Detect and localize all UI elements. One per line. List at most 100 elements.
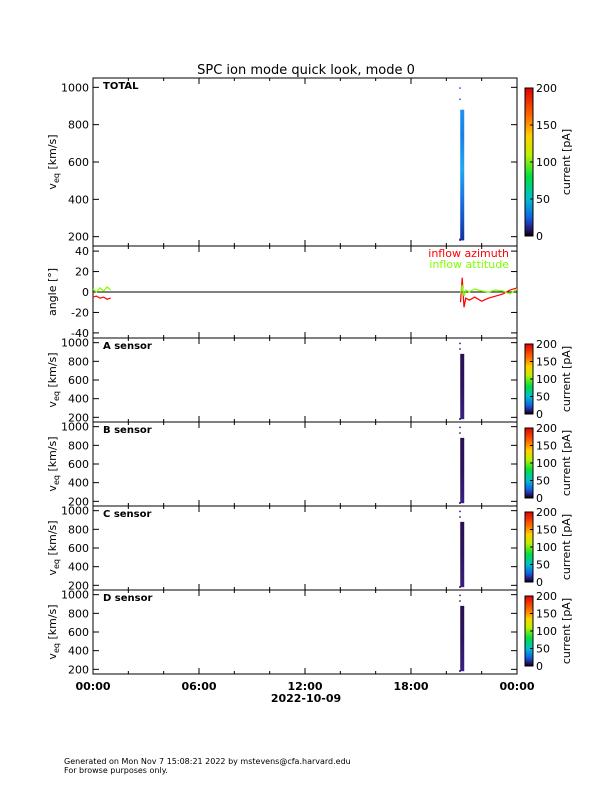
panel-frame-total	[92, 77, 518, 247]
colorbar-label: current [pA]	[560, 430, 573, 496]
ytick-label: 800	[68, 355, 89, 368]
panel-label-d-sensor: D sensor	[103, 593, 152, 604]
heatmap-column	[460, 109, 465, 241]
y-axis-label-total: veq [km/s]	[46, 134, 61, 189]
heatmap-column	[460, 521, 465, 588]
heatmap-pixel	[459, 342, 461, 345]
panel-label-b-sensor: B sensor	[103, 425, 152, 436]
legend-attitude: inflow attitude	[429, 258, 509, 271]
series-line-inflow-attitude	[459, 284, 518, 297]
colorbar-tick-label: 50	[536, 643, 550, 656]
heatmap-column	[460, 605, 465, 672]
colorbar-tick-label: 150	[536, 440, 557, 453]
panel-frame-a-sensor	[92, 337, 518, 423]
ytick-label: 800	[68, 607, 89, 620]
panel-frame-d-sensor	[92, 589, 518, 675]
ytick-label: 600	[68, 374, 89, 387]
footer-browse: For browse purposes only.	[64, 766, 168, 775]
heatmap-pixel	[459, 600, 461, 602]
ytick-label: -20	[71, 306, 89, 319]
colorbar-tick-label: 50	[536, 475, 550, 488]
x-tick-label: 12:00	[287, 680, 322, 693]
heatmap-pixel	[459, 87, 461, 89]
ytick-label: 20	[75, 266, 89, 279]
heatmap-pixel	[459, 670, 461, 672]
heatmap-pixel	[459, 348, 461, 350]
series-line-inflow-azimuth	[92, 295, 111, 300]
footer-generated: Generated on Mon Nov 7 15:08:21 2022 by …	[64, 757, 351, 766]
ytick-label: 600	[68, 626, 89, 639]
ytick-label: 200	[68, 411, 89, 424]
heatmap-pixel	[459, 502, 461, 504]
ytick-label: 200	[68, 495, 89, 508]
heatmap-column	[460, 437, 465, 504]
y-axis-label-angle: angle [°]	[46, 268, 59, 316]
x-tick-label: 00:00	[499, 680, 534, 693]
heatmap-pixel	[459, 594, 461, 597]
ytick-label: -40	[71, 327, 89, 340]
colorbar-tick-label: 150	[536, 608, 557, 621]
panel-label-c-sensor: C sensor	[103, 509, 151, 520]
ytick-label: 400	[68, 477, 89, 490]
ytick-label: 200	[68, 231, 89, 244]
ytick-label: 1000	[61, 421, 89, 434]
colorbar-tick-label: 100	[536, 457, 557, 470]
colorbar-tick-label: 150	[536, 356, 557, 369]
ytick-label: 600	[68, 156, 89, 169]
colorbar-tick-label: 0	[536, 660, 543, 673]
ytick-label: 800	[68, 523, 89, 536]
ytick-label: 1000	[61, 337, 89, 350]
heatmap-pixel	[459, 516, 461, 518]
y-axis-label-c-sensor: veq [km/s]	[46, 520, 61, 575]
ytick-label: 400	[68, 193, 89, 206]
ytick-label: 0	[82, 286, 89, 299]
heatmap-pixel	[459, 510, 461, 513]
colorbar-tick-label: 200	[536, 338, 557, 351]
panel-label-a-sensor: A sensor	[103, 341, 152, 352]
colorbar-tick-label: 100	[536, 541, 557, 554]
panel-label-total: TOTAL	[103, 81, 139, 92]
colorbar-tick-label: 200	[536, 422, 557, 435]
chart-title: SPC ion mode quick look, mode 0	[197, 63, 415, 78]
colorbar-tick-label: 0	[536, 492, 543, 505]
ytick-label: 1000	[61, 589, 89, 602]
colorbar-tick-label: 50	[536, 193, 550, 206]
heatmap-pixel	[459, 98, 461, 101]
colorbar-tick-label: 0	[536, 230, 543, 243]
panel-frame-b-sensor	[92, 421, 518, 507]
legend-azimuth: inflow azimuth	[428, 247, 509, 260]
colorbar-tick-label: 100	[536, 156, 557, 169]
ytick-label: 200	[68, 579, 89, 592]
colorbar-tick-label: 150	[536, 119, 557, 132]
ytick-label: 400	[68, 645, 89, 658]
ytick-label: 800	[68, 439, 89, 452]
ytick-label: 200	[68, 663, 89, 676]
heatmap-pixel	[459, 239, 461, 241]
heatmap-pixel	[459, 238, 461, 241]
colorbar-label: current [pA]	[560, 129, 573, 195]
colorbar-tick-label: 100	[536, 373, 557, 386]
series-line-inflow-attitude	[92, 286, 112, 293]
ytick-label: 600	[68, 542, 89, 555]
x-axis-date: 2022-10-09	[271, 692, 341, 705]
colorbar-tick-label: 200	[536, 506, 557, 519]
panel-frame-c-sensor	[92, 505, 518, 591]
colorbar-label: current [pA]	[560, 514, 573, 580]
colorbar-tick-label: 0	[536, 576, 543, 589]
x-tick-label: 00:00	[75, 680, 110, 693]
x-tick-label: 06:00	[181, 680, 216, 693]
footer: Generated on Mon Nov 7 15:08:21 2022 by …	[64, 757, 351, 775]
ytick-label: 800	[68, 119, 89, 132]
x-tick-label: 18:00	[393, 680, 428, 693]
heatmap-column	[460, 353, 465, 420]
heatmap-pixel	[459, 426, 461, 429]
colorbar-tick-label: 150	[536, 524, 557, 537]
ytick-label: 400	[68, 561, 89, 574]
heatmap-pixel	[459, 432, 461, 434]
colorbar-tick-label: 200	[536, 590, 557, 603]
y-axis-label-a-sensor: veq [km/s]	[46, 352, 61, 407]
colorbar-tick-label: 0	[536, 408, 543, 421]
ytick-label: 1000	[61, 81, 89, 94]
colorbar-tick-label: 50	[536, 391, 550, 404]
